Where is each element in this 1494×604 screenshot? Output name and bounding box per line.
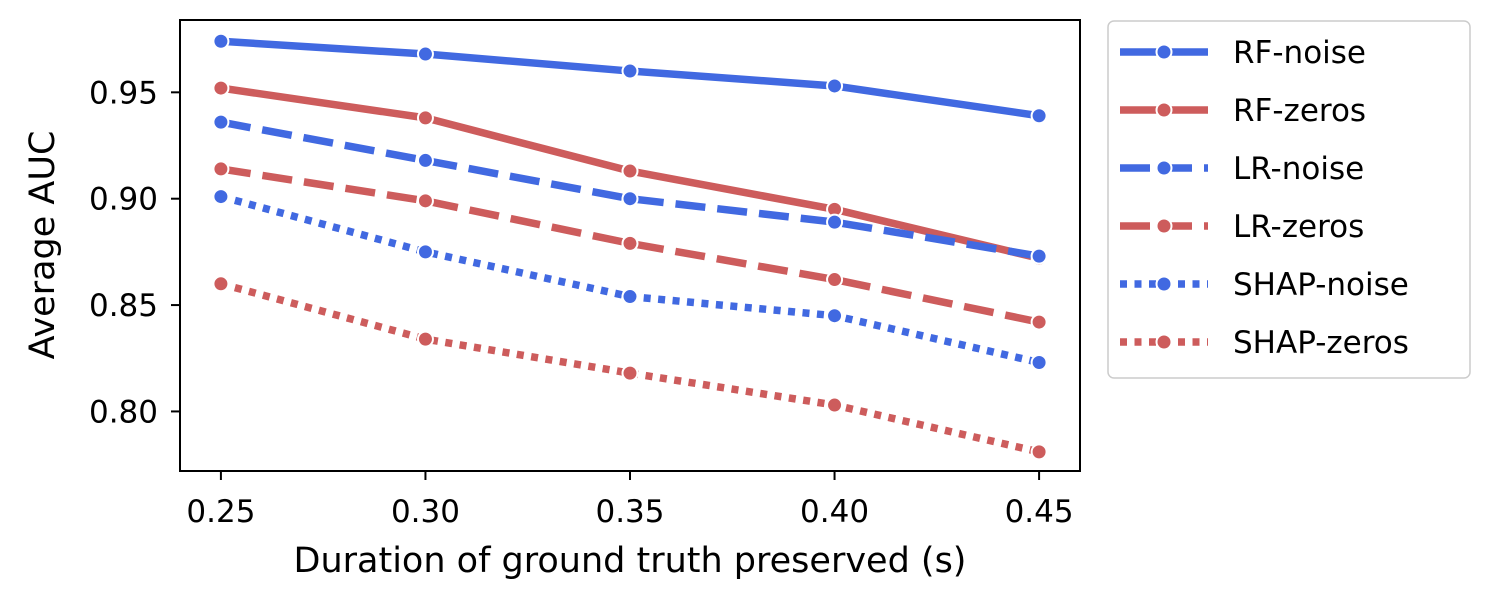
legend-item-lr-noise: LR-noise (1120, 151, 1364, 187)
legend-item-rf-zeros: RF-zeros (1120, 93, 1366, 129)
series-line-shap-noise (219, 192, 1040, 367)
series-rf-noise (212, 32, 1048, 125)
x-tick-label: 0.40 (800, 494, 869, 530)
x-tick-label: 0.35 (595, 494, 664, 530)
legend-marker-rf-zeros (1155, 101, 1173, 119)
y-tick-label: 0.85 (89, 288, 158, 324)
data-point-shap-noise (212, 188, 230, 206)
series-shap-noise (212, 188, 1048, 371)
data-point-shap-noise (416, 243, 434, 261)
series-layer (212, 32, 1048, 461)
data-point-shap-noise (621, 288, 639, 306)
legend-label-lr-noise: LR-noise (1233, 151, 1364, 187)
legend-item-rf-noise: RF-noise (1120, 35, 1366, 71)
legend-marker-rf-noise (1155, 43, 1173, 61)
y-tick-label: 0.95 (89, 75, 158, 111)
data-point-shap-zeros (416, 330, 434, 348)
legend-item-shap-zeros: SHAP-zeros (1120, 325, 1409, 361)
series-line-lr-noise (220, 118, 1040, 260)
data-point-lr-zeros (416, 192, 434, 210)
data-point-lr-noise (621, 190, 639, 208)
data-point-shap-noise (1030, 354, 1048, 371)
data-point-shap-zeros (1030, 443, 1048, 461)
data-point-lr-noise (212, 113, 230, 131)
series-lr-zeros (212, 160, 1048, 331)
series-line-lr-zeros (220, 165, 1040, 326)
data-point-lr-noise (416, 151, 434, 169)
data-point-lr-zeros (621, 234, 639, 252)
data-point-lr-noise (826, 213, 844, 231)
y-tick-label: 0.80 (89, 394, 158, 430)
legend: RF-noise RF-zeros LR-noise LR-zeros SHAP-noi… (1107, 20, 1471, 379)
data-point-rf-noise (621, 62, 639, 80)
series-lr-noise (212, 113, 1048, 265)
y-axis-label: Average AUC (23, 131, 63, 360)
y-tick-label: 0.90 (89, 182, 158, 218)
data-point-rf-noise (1030, 107, 1048, 125)
legend-marker-shap-zeros (1155, 333, 1173, 351)
series-line-shap-zeros (219, 280, 1040, 456)
x-tick-label: 0.45 (1005, 494, 1074, 530)
data-point-rf-zeros (416, 109, 434, 127)
data-point-lr-zeros (826, 271, 844, 289)
ticks-layer: 0.25 0.30 0.35 0.40 0.45 0.80 0.85 0.90 0.95 (89, 75, 1074, 530)
data-point-rf-noise (826, 77, 844, 95)
legend-marker-lr-zeros (1155, 217, 1173, 235)
data-point-shap-zeros (826, 396, 844, 414)
data-point-rf-zeros (212, 79, 230, 97)
legend-item-shap-noise: SHAP-noise (1120, 267, 1409, 303)
legend-marker-shap-noise (1155, 275, 1173, 293)
data-point-lr-zeros (1030, 313, 1048, 331)
x-tick-label: 0.30 (391, 494, 460, 530)
data-point-shap-noise (826, 307, 844, 325)
data-point-lr-noise (1030, 247, 1048, 265)
legend-item-lr-zeros: LR-zeros (1120, 209, 1364, 245)
x-axis-label: Duration of ground truth preserved (s) (294, 541, 967, 581)
legend-label-shap-zeros: SHAP-zeros (1233, 325, 1409, 361)
legend-label-rf-noise: RF-noise (1233, 35, 1366, 71)
legend-label-shap-noise: SHAP-noise (1233, 267, 1409, 303)
data-point-rf-noise (416, 45, 434, 63)
data-point-lr-zeros (212, 160, 230, 178)
data-point-rf-noise (212, 32, 230, 50)
series-shap-zeros (212, 275, 1048, 461)
legend-marker-lr-noise (1155, 159, 1173, 177)
legend-label-rf-zeros: RF-zeros (1233, 93, 1366, 129)
data-point-shap-zeros (621, 364, 639, 382)
data-point-shap-zeros (212, 275, 230, 293)
x-tick-label: 0.25 (186, 494, 255, 530)
legend-label-lr-zeros: LR-zeros (1233, 209, 1364, 245)
data-point-rf-zeros (621, 162, 639, 180)
